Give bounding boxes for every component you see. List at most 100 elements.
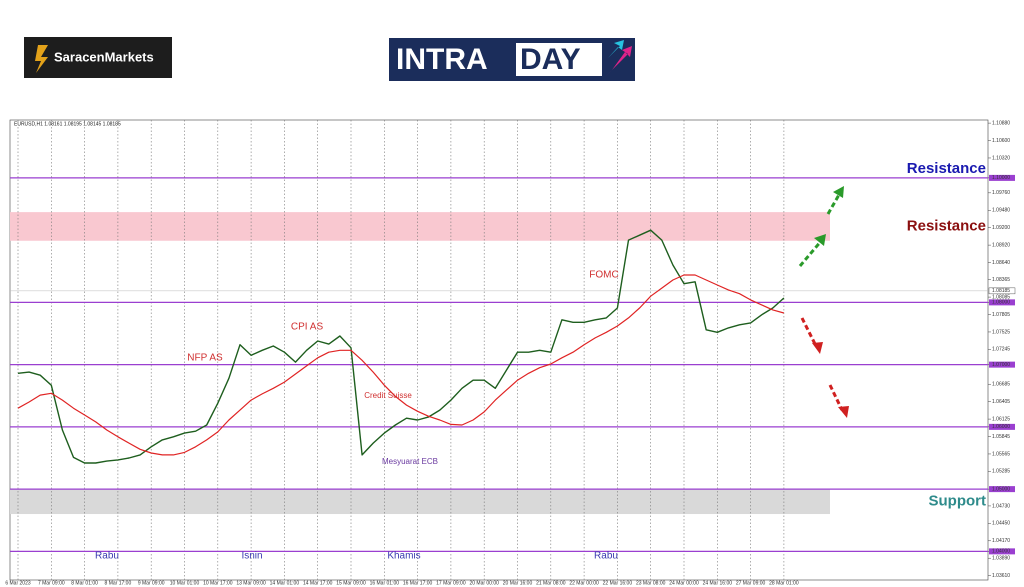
annotation: NFP AS <box>187 353 223 364</box>
x-tick-label: 6 Mar 2023 <box>5 580 31 586</box>
current-price-label: 1.08185 <box>992 288 1010 294</box>
arrow-up <box>798 239 824 267</box>
plot-frame <box>9 119 989 581</box>
x-tick-label: 20 Mar 16:00 <box>503 580 533 586</box>
moving-average <box>17 274 785 456</box>
y-tick-label: 1.07000 <box>992 362 1010 368</box>
arrow-up <box>826 192 842 215</box>
y-tick-label: 1.10320 <box>992 155 1010 161</box>
y-tick-label: 1.06125 <box>992 416 1010 422</box>
session-label: Rabu <box>95 551 119 562</box>
level-label: Resistance <box>907 160 986 177</box>
x-tick-label: 10 Mar 17:00 <box>203 580 233 586</box>
x-tick-label: 7 Mar 09:00 <box>38 580 65 586</box>
y-tick-label: 1.03890 <box>992 556 1010 562</box>
x-tick-label: 8 Mar 17:00 <box>105 580 132 586</box>
banner: INTRA DAY <box>389 38 635 81</box>
y-tick-label: 1.07245 <box>992 347 1010 353</box>
x-tick-label: 14 Mar 17:00 <box>303 580 333 586</box>
y-tick-label: 1.04170 <box>992 538 1010 544</box>
brand-box <box>24 37 172 78</box>
level-tag <box>989 174 1015 181</box>
x-tick-label: 16 Mar 01:00 <box>370 580 400 586</box>
zone-label: Resistance <box>907 217 986 234</box>
x-tick-label: 17 Mar 09:00 <box>436 580 466 586</box>
y-tick-label: 1.08000 <box>992 300 1010 306</box>
y-tick-label: 1.05845 <box>992 434 1010 440</box>
x-tick-label: 27 Mar 09:00 <box>736 580 766 586</box>
banner-left: INTRA <box>396 43 488 76</box>
y-tick-label: 1.09200 <box>992 225 1010 231</box>
symbol-info: EURUSD,H1 1.08161 1.08195 1.08145 1.0818… <box>14 121 121 127</box>
y-tick-label: 1.06000 <box>992 424 1010 430</box>
y-tick-label: 1.05285 <box>992 469 1010 475</box>
y-tick-label: 1.06405 <box>992 399 1010 405</box>
arrow-head <box>814 234 826 246</box>
session-label: Isnin <box>241 551 262 562</box>
y-tick-label: 1.04730 <box>992 503 1010 509</box>
level-tag <box>989 423 1015 430</box>
banner-right: DAY <box>520 43 581 76</box>
x-tick-label: 9 Mar 09:00 <box>138 580 165 586</box>
y-tick-label: 1.09480 <box>992 208 1010 214</box>
x-tick-label: 14 Mar 01:00 <box>270 580 300 586</box>
level-tag <box>989 486 1015 493</box>
annotation: Mesyuarat ECB <box>382 457 438 466</box>
level-tag <box>989 299 1015 306</box>
forecast-arrows <box>798 186 849 418</box>
annotation: CPI AS <box>291 322 324 333</box>
x-tick-label: 10 Mar 01:00 <box>170 580 200 586</box>
x-tick-label: 28 Mar 01:00 <box>769 580 799 586</box>
y-tick-label: 1.10880 <box>992 120 1010 126</box>
arrow-down <box>828 384 844 411</box>
y-tick-label: 1.06685 <box>992 382 1010 388</box>
brand-icon <box>35 45 48 73</box>
y-tick-label: 1.10000 <box>992 175 1010 181</box>
y-tick-label: 1.04450 <box>992 521 1010 527</box>
y-tick-label: 1.07805 <box>992 312 1010 318</box>
x-tick-label: 24 Mar 16:00 <box>703 580 733 586</box>
y-tick-label: 1.07525 <box>992 329 1010 335</box>
zone <box>10 212 830 241</box>
x-tick-label: 22 Mar 16:00 <box>603 580 633 586</box>
price-line <box>17 229 785 464</box>
current-price-tag <box>988 287 1016 295</box>
banner-arrow-cyan <box>604 40 624 62</box>
y-tick-label: 1.05000 <box>992 486 1010 492</box>
zone-label: Support <box>929 493 987 510</box>
level-tag <box>989 548 1015 555</box>
level-tag <box>989 361 1015 368</box>
annotation: Credit Suisse <box>364 391 412 400</box>
arrow-down <box>800 317 818 347</box>
brand-logo: SaracenMarkets <box>24 37 172 78</box>
arrow-head <box>812 342 823 354</box>
x-tick-label: 21 Mar 08:00 <box>536 580 566 586</box>
brand-name: SaracenMarkets <box>54 49 154 64</box>
session-label: Khamis <box>387 551 420 562</box>
x-tick-label: 24 Mar 00:00 <box>669 580 699 586</box>
y-tick-label: 1.05565 <box>992 451 1010 457</box>
y-tick-label: 1.10600 <box>992 138 1010 144</box>
banner-arrow-pink <box>606 46 632 76</box>
x-tick-label: 23 Mar 08:00 <box>636 580 666 586</box>
banner-day-box <box>516 43 602 76</box>
y-tick-label: 1.08365 <box>992 277 1010 283</box>
y-tick-label: 1.08640 <box>992 260 1010 266</box>
arrow-head <box>833 186 844 198</box>
x-tick-label: 13 Mar 09:00 <box>236 580 266 586</box>
y-tick-label: 1.08085 <box>992 294 1010 300</box>
y-tick-label: 1.03610 <box>992 573 1010 579</box>
arrow-head <box>838 406 849 418</box>
zone <box>10 489 830 515</box>
annotation: FOMC <box>589 270 618 281</box>
x-tick-label: 22 Mar 00:00 <box>569 580 599 586</box>
session-label: Rabu <box>594 551 618 562</box>
x-tick-label: 15 Mar 09:00 <box>336 580 366 586</box>
x-tick-label: 20 Mar 00:00 <box>469 580 499 586</box>
y-tick-label: 1.09760 <box>992 190 1010 196</box>
y-tick-label: 1.08920 <box>992 242 1010 248</box>
y-tick-label: 1.04000 <box>992 549 1010 555</box>
x-tick-label: 8 Mar 01:00 <box>71 580 98 586</box>
x-tick-label: 16 Mar 17:00 <box>403 580 433 586</box>
